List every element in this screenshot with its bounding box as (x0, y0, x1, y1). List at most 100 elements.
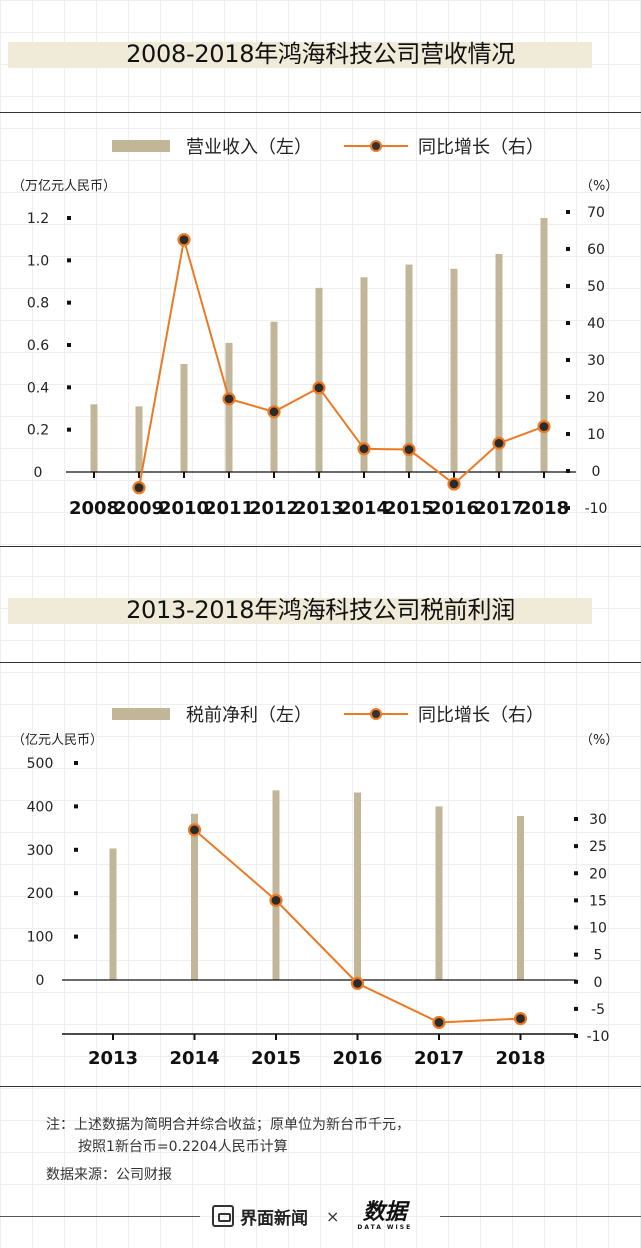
right-tick-mark (566, 210, 570, 214)
note-line-1: 注：上述数据为简明合并综合收益；原单位为新台币千元， (46, 1117, 410, 1133)
right-tick-mark (574, 898, 578, 903)
left-tick-mark (74, 847, 78, 852)
x-tick-label-2018: 2018 (495, 1048, 545, 1069)
left-tick-mark (67, 385, 71, 390)
x-tick-label-2016: 2016 (429, 498, 479, 519)
left-axis-label: （亿元人民币） (12, 733, 103, 748)
left-tick-mark (67, 427, 71, 432)
left-tick-label: 1.2 (27, 211, 49, 227)
revenue-chart: 营业收入（左） 同比增长（右） （万亿元人民币） （%） 1.2 1.0 0.8 0.6 0.4… (12, 137, 618, 519)
right-tick-label: 5 (594, 948, 603, 964)
x-tick-label-2012: 2012 (249, 498, 299, 519)
x-tick-label-2013: 2013 (88, 1048, 138, 1069)
bar-2015 (272, 790, 280, 980)
x-tick-label-2013: 2013 (294, 498, 344, 519)
growth-point-2012 (267, 405, 281, 419)
left-tick-label: 0.6 (27, 338, 49, 354)
right-tick-label: -10 (585, 501, 608, 517)
right-tick-mark (574, 871, 578, 876)
growth-point-2018 (513, 1012, 528, 1026)
right-tick-mark (574, 925, 578, 930)
bar-2014 (360, 277, 368, 472)
left-tick-label: 0.8 (27, 296, 49, 312)
x-tick-label-2008: 2008 (69, 498, 119, 519)
left-tick-label: 1.0 (27, 253, 49, 269)
left-tick-mark (74, 804, 78, 809)
right-tick-mark (566, 358, 570, 362)
note-line-2: 按照1新台币=0.2204人民币计算 (78, 1139, 288, 1155)
legend-line-marker (370, 708, 382, 720)
legend-bar-swatch (112, 140, 170, 152)
bar-2018 (540, 218, 548, 472)
left-tick-mark (67, 258, 71, 263)
left-tick-mark (67, 216, 71, 220)
right-tick-mark (566, 395, 570, 399)
bar-2017 (495, 253, 503, 472)
growth-point-2017 (492, 436, 506, 450)
bar-2014 (191, 813, 198, 980)
x-tick-label-2009: 2009 (114, 498, 164, 519)
growth-point-2011 (222, 392, 236, 406)
left-tick-mark (74, 934, 78, 939)
chart2-top-rule (0, 662, 641, 663)
growth-point-2010 (177, 233, 191, 247)
bar-2016 (450, 268, 458, 472)
right-tick-label: -10 (587, 1029, 610, 1045)
datawise-logo: 数据 DATA WISE (357, 1199, 413, 1231)
separator: × (326, 1206, 340, 1226)
right-tick-mark (566, 469, 570, 473)
footer-line-left (0, 1216, 200, 1217)
right-tick-mark (574, 979, 578, 984)
left-tick-label: 0 (36, 973, 45, 989)
right-axis-label: （%） (580, 733, 618, 748)
right-tick-mark (566, 432, 570, 436)
legend-bar-label: 营业收入（左） (186, 137, 312, 158)
x-tick-label-2014: 2014 (339, 498, 389, 519)
right-tick-mark (574, 844, 578, 849)
bar-2010 (180, 364, 188, 472)
right-tick-label: 0 (594, 975, 603, 991)
left-tick-mark (74, 891, 78, 896)
right-tick-label: 0 (592, 464, 601, 480)
left-tick-label: 400 (27, 799, 54, 815)
growth-point-2017 (432, 1015, 446, 1030)
chart2-title: 2013-2018年鸿海科技公司税前利润 (126, 596, 515, 624)
right-tick-label: 70 (587, 205, 605, 221)
growth-point-2016 (350, 976, 365, 990)
x-tick-label-2018: 2018 (519, 498, 569, 519)
left-tick-label: 0.4 (27, 380, 49, 396)
chart1-top-rule (0, 112, 641, 113)
x-tick-label-2015: 2015 (251, 1048, 301, 1069)
growth-point-2013 (312, 381, 326, 395)
right-tick-mark (574, 817, 578, 821)
right-tick-label: 20 (587, 390, 605, 406)
chart1-title: 2008-2018年鸿海科技公司营收情况 (126, 40, 515, 68)
left-tick-label: 0 (34, 465, 43, 481)
growth-point-2018 (537, 420, 551, 434)
left-tick-mark (74, 761, 78, 765)
right-tick-mark (566, 284, 570, 288)
right-tick-label: -5 (591, 1002, 605, 1018)
left-tick-label: 500 (27, 756, 54, 772)
right-tick-label: 10 (589, 921, 607, 937)
bar-2012 (270, 321, 278, 472)
left-tick-mark (67, 343, 71, 347)
growth-point-2009 (132, 481, 146, 495)
datawise-logo-text: 数据 (362, 1199, 407, 1225)
right-tick-label: 60 (587, 242, 605, 258)
x-tick-label-2017: 2017 (414, 1048, 464, 1069)
legend-bar-swatch (112, 708, 170, 720)
right-tick-mark (574, 1034, 578, 1038)
left-tick-label: 100 (27, 930, 54, 946)
right-tick-mark (566, 247, 570, 251)
chart2-title-band (8, 598, 592, 624)
right-tick-mark (566, 321, 570, 325)
datawise-logo-sub: DATA WISE (357, 1223, 413, 1231)
growth-point-2014 (187, 823, 202, 837)
left-tick-mark (67, 300, 71, 305)
left-tick-label: 0.2 (27, 423, 49, 439)
right-tick-mark (574, 1006, 578, 1011)
legend-bar-label: 税前净利（左） (186, 705, 312, 726)
right-tick-label: 40 (587, 316, 605, 332)
